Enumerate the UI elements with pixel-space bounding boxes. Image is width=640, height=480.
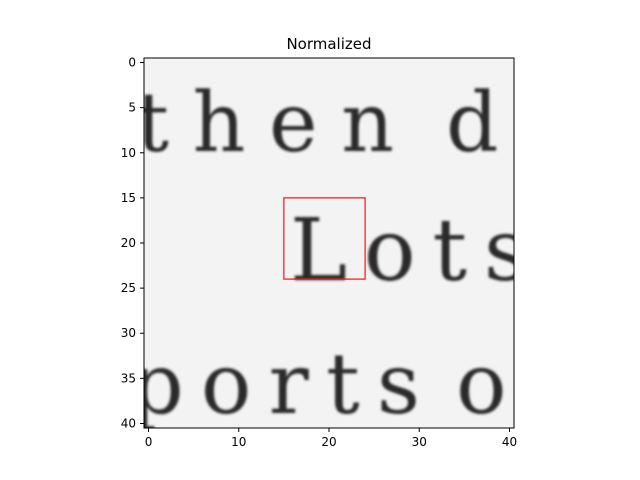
x-tick-label: 0 <box>145 435 153 449</box>
x-tick-label: 30 <box>412 435 427 449</box>
svg-text:ports: ports <box>130 335 420 433</box>
highlight-box <box>283 197 366 280</box>
svg-text:o: o <box>456 335 507 433</box>
x-tick-label: 40 <box>502 435 517 449</box>
y-tick-label: 5 <box>128 101 136 115</box>
y-tick-label: 30 <box>121 326 136 340</box>
heatmap-image: then d Lots ports o <box>130 58 528 433</box>
image-text-line-lots: Lots <box>290 201 528 301</box>
heatmap-background <box>144 58 514 428</box>
y-tick-label: 10 <box>121 146 136 160</box>
x-tick-label: 20 <box>321 435 336 449</box>
y-tick-label: 15 <box>121 191 136 205</box>
y-tick-label: 0 <box>128 56 136 70</box>
y-tick-label: 40 <box>121 416 136 430</box>
x-axis-ticks: 0 10 20 30 40 <box>145 428 517 449</box>
y-tick-label: 20 <box>121 236 136 250</box>
svg-text:d: d <box>446 76 499 171</box>
chart-title: Normalized <box>286 35 371 53</box>
y-tick-label: 25 <box>121 281 136 295</box>
y-axis-ticks: 0 5 10 15 20 25 30 35 40 <box>121 56 144 430</box>
svg-text:Lots: Lots <box>290 201 528 301</box>
y-tick-label: 35 <box>121 371 136 385</box>
x-tick-label: 10 <box>231 435 246 449</box>
